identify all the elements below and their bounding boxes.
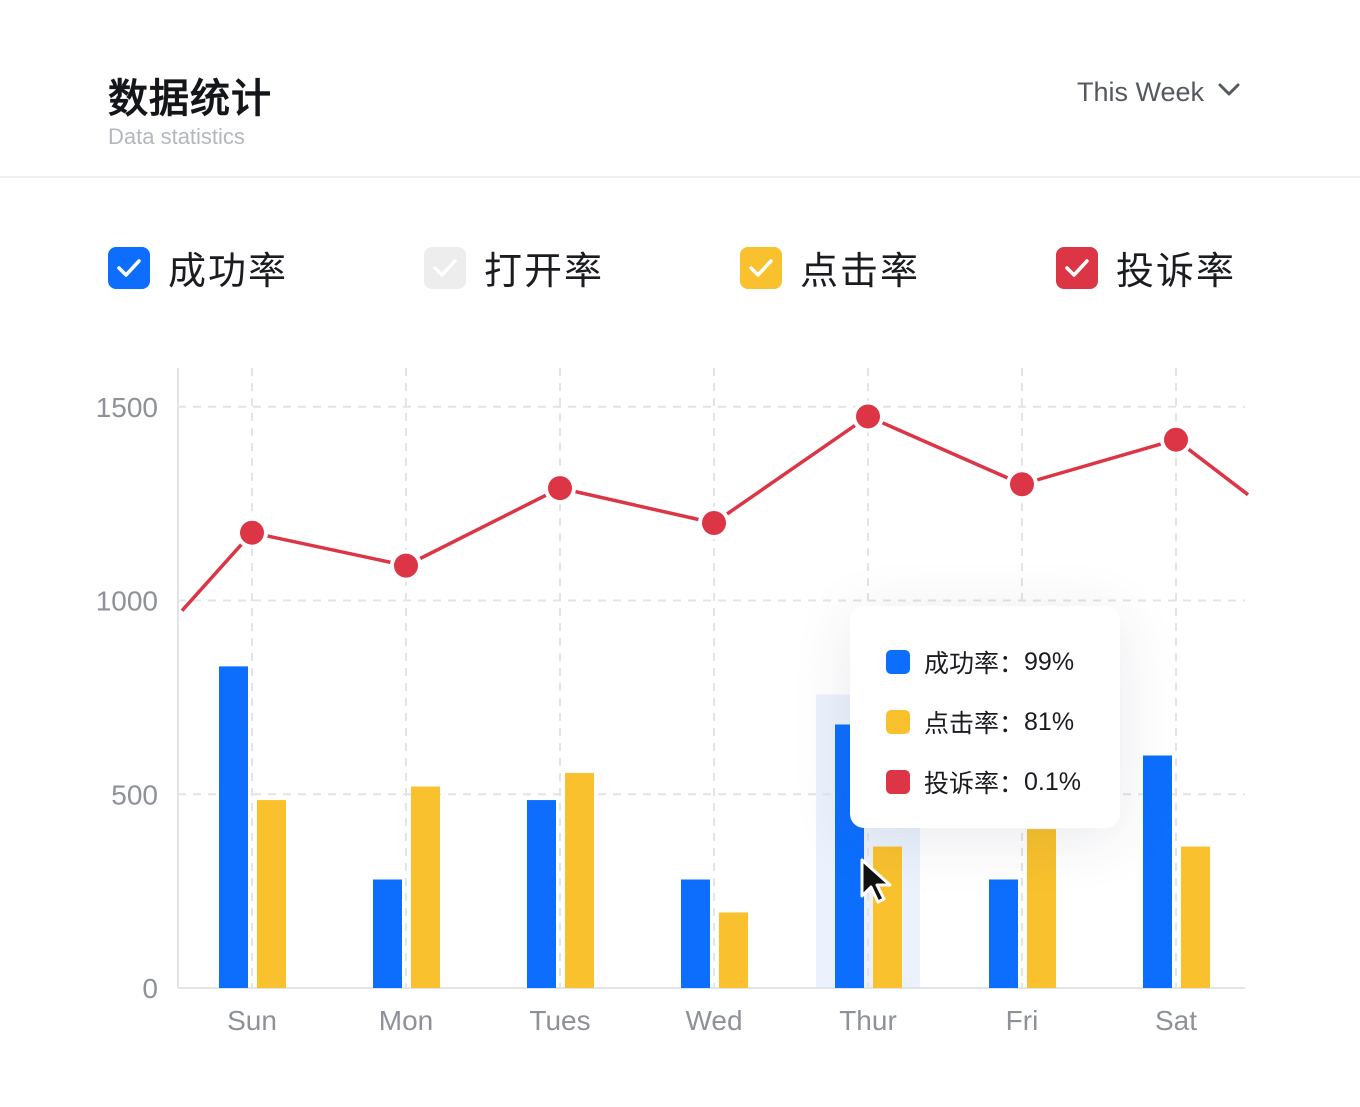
- page-title: 数据统计: [108, 77, 272, 121]
- chart-legend: 成功率 打开率 点击率 投诉率: [108, 240, 1238, 293]
- legend-label: 投诉率: [1116, 251, 1237, 293]
- checkbox-checked-icon[interactable]: [1056, 246, 1098, 289]
- tooltip-value: 0.1%: [1024, 767, 1082, 796]
- legend-label: 成功率: [168, 251, 289, 293]
- mouse-pointer-icon: [858, 856, 902, 911]
- series-swatch: [886, 650, 910, 674]
- complaint-rate-point: [1010, 472, 1034, 497]
- complaint-rate-point: [394, 553, 418, 578]
- x-tick-label: Mon: [379, 1005, 433, 1036]
- bar-success-rate: [681, 879, 710, 988]
- bar-click-rate: [873, 846, 902, 988]
- x-tick-label: Tues: [529, 1005, 590, 1036]
- x-tick-label: Fri: [1006, 1005, 1039, 1036]
- y-tick-label: 0: [142, 973, 158, 1004]
- complaint-rate-point: [548, 476, 572, 501]
- complaint-rate-point: [1164, 427, 1188, 452]
- header: 数据统计 Data statistics This Week: [0, 0, 1360, 178]
- bar-click-rate: [257, 800, 286, 988]
- x-tick-label: Sun: [227, 1005, 277, 1036]
- legend-item-success-rate[interactable]: 成功率: [108, 240, 288, 295]
- tooltip-label: 成功率: [924, 650, 1000, 678]
- legend-item-click-rate[interactable]: 点击率: [740, 240, 920, 295]
- bar-success-rate: [1143, 755, 1172, 988]
- bar-click-rate: [1181, 846, 1210, 988]
- checkbox-disabled-icon[interactable]: [424, 246, 466, 289]
- x-tick-label: Wed: [685, 1005, 742, 1036]
- legend-item-open-rate[interactable]: 打开率: [424, 240, 604, 295]
- tooltip-row: 成功率： 99%: [886, 644, 1074, 680]
- checkbox-checked-icon[interactable]: [740, 246, 782, 289]
- bar-click-rate: [719, 912, 748, 988]
- series-swatch: [886, 770, 910, 794]
- chart-tooltip: 成功率： 99% 点击率： 81% 投诉率： 0.1%: [850, 606, 1120, 828]
- tooltip-row: 投诉率： 0.1%: [886, 764, 1081, 800]
- tooltip-value: 99%: [1024, 647, 1075, 676]
- complaint-rate-point: [240, 520, 264, 545]
- complaint-rate-point: [856, 404, 880, 429]
- time-range-label: This Week: [1076, 76, 1204, 107]
- time-range-dropdown[interactable]: This Week: [1077, 76, 1240, 108]
- bar-success-rate: [989, 879, 1018, 988]
- checkbox-checked-icon[interactable]: [108, 246, 150, 289]
- legend-item-complaint-rate[interactable]: 投诉率: [1056, 240, 1236, 295]
- x-tick-label: Sat: [1155, 1005, 1197, 1036]
- legend-label: 点击率: [800, 251, 921, 293]
- chevron-down-icon: [1218, 83, 1240, 102]
- y-tick-label: 500: [111, 779, 158, 810]
- bar-click-rate: [1027, 829, 1056, 988]
- bar-click-rate: [411, 786, 440, 988]
- bar-success-rate: [527, 800, 556, 988]
- bar-success-rate: [373, 879, 402, 988]
- y-tick-label: 1500: [96, 392, 158, 423]
- tooltip-row: 点击率： 81%: [886, 704, 1074, 740]
- legend-label: 打开率: [484, 251, 605, 293]
- bar-success-rate: [219, 666, 248, 988]
- tooltip-label: 点击率: [924, 710, 1000, 738]
- y-tick-label: 1000: [96, 586, 158, 617]
- bar-click-rate: [565, 772, 594, 988]
- x-tick-label: Thur: [839, 1005, 897, 1036]
- page-subtitle: Data statistics: [108, 124, 245, 149]
- tooltip-value: 81%: [1024, 707, 1075, 736]
- complaint-rate-point: [702, 511, 726, 535]
- tooltip-label: 投诉率: [924, 770, 1000, 798]
- series-swatch: [886, 710, 910, 734]
